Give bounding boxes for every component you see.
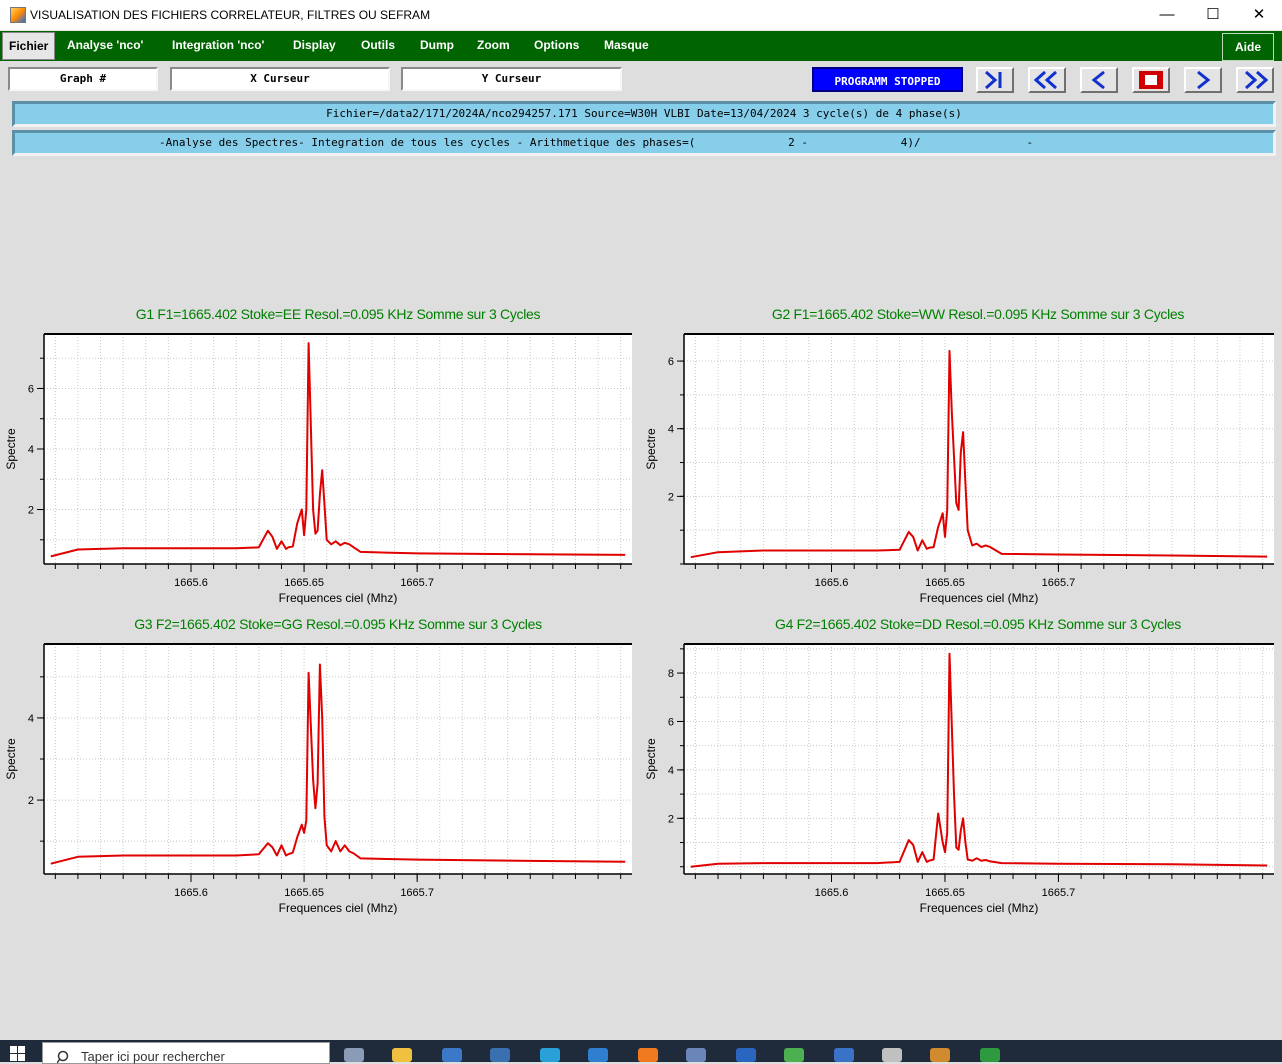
program-status-button[interactable]: PROGRAMM STOPPED <box>812 67 963 92</box>
plot-g4-title: G4 F2=1665.402 Stoke=DD Resol.=0.095 KHz… <box>774 616 1181 632</box>
x-tick-label: 1665.65 <box>925 577 965 589</box>
minimize-button[interactable]: — <box>1159 6 1175 23</box>
active-app-icon[interactable] <box>930 1048 950 1062</box>
file-info-bar: Fichier=/data2/171/2024A/nco294257.171 S… <box>12 101 1276 127</box>
fast-rewind-icon <box>1033 70 1057 90</box>
app-icon <box>10 7 26 23</box>
fast-rewind-button[interactable] <box>1028 67 1066 93</box>
close-button[interactable]: ✕ <box>1252 6 1266 23</box>
menu-bar: Fichier Analyse 'nco' Integration 'nco' … <box>0 31 1282 61</box>
x-axis-label: Frequences ciel (Mhz) <box>920 901 1039 915</box>
step-forward-button[interactable] <box>1184 67 1222 93</box>
menu-display[interactable]: Display <box>293 38 336 52</box>
y-axis-label: Spectre <box>4 738 18 780</box>
menu-masque[interactable]: Masque <box>604 38 649 52</box>
menu-fichier[interactable]: Fichier <box>2 32 56 60</box>
menu-dump[interactable]: Dump <box>420 38 454 52</box>
maximize-button[interactable]: ☐ <box>1206 6 1220 23</box>
x-axis-label: Frequences ciel (Mhz) <box>279 901 398 915</box>
store-icon[interactable] <box>588 1048 608 1062</box>
media-player-icon[interactable] <box>686 1048 706 1062</box>
spectrum-series-line <box>690 652 1268 868</box>
windows-start-icon[interactable] <box>10 1046 26 1062</box>
taskbar-search-placeholder: Taper ici pour rechercher <box>81 1049 225 1064</box>
skip-to-end-icon <box>985 70 1002 90</box>
y-tick-label: 8 <box>668 668 674 680</box>
y-axis-label: Spectre <box>644 428 658 470</box>
mail-icon[interactable] <box>442 1048 462 1062</box>
y-tick-label: 6 <box>668 356 674 368</box>
window-title: VISUALISATION DES FICHIERS CORRELATEUR, … <box>30 8 431 22</box>
y-tick-label: 6 <box>28 383 34 395</box>
green-app-icon[interactable] <box>784 1048 804 1062</box>
x-tick-label: 1665.7 <box>1042 577 1076 589</box>
spectrum-series-line <box>690 349 1268 559</box>
y-tick-label: 2 <box>668 491 674 503</box>
x-axis-label: Frequences ciel (Mhz) <box>279 591 398 605</box>
menu-aide[interactable]: Aide <box>1222 33 1274 61</box>
x-tick-label: 1665.6 <box>815 577 849 589</box>
plot-g2-title: G2 F1=1665.402 Stoke=WW Resol.=0.095 KHz… <box>771 306 1185 322</box>
x-tick-label: 1665.7 <box>1042 887 1076 899</box>
y-axis-label: Spectre <box>644 738 658 780</box>
plot-g1-title: G1 F1=1665.402 Stoke=EE Resol.=0.095 KHz… <box>135 306 541 322</box>
photos-icon[interactable] <box>834 1048 854 1062</box>
y-tick-label: 2 <box>28 795 34 807</box>
y-tick-label: 4 <box>28 444 34 456</box>
app-box-icon[interactable] <box>490 1048 510 1062</box>
y-tick-label: 4 <box>668 765 674 777</box>
y-tick-label: 2 <box>28 505 34 517</box>
menu-analyse-nco[interactable]: Analyse 'nco' <box>67 38 144 52</box>
x-tick-label: 1665.7 <box>400 577 434 589</box>
edge-browser-icon[interactable] <box>540 1048 560 1062</box>
skip-to-end-button[interactable] <box>976 67 1014 93</box>
x-cursor-field[interactable]: X Curseur <box>170 67 390 91</box>
file-explorer-icon[interactable] <box>392 1048 412 1062</box>
x-tick-label: 1665.65 <box>284 887 324 899</box>
x-tick-label: 1665.65 <box>284 577 324 589</box>
fast-forward-icon <box>1245 70 1269 90</box>
menu-options[interactable]: Options <box>534 38 580 52</box>
y-cursor-field[interactable]: Y Curseur <box>401 67 622 91</box>
y-tick-label: 4 <box>668 424 674 436</box>
y-tick-label: 6 <box>668 716 674 728</box>
menu-integration-nco[interactable]: Integration 'nco' <box>172 38 265 52</box>
step-forward-icon <box>1197 70 1211 90</box>
x-tick-label: 1665.6 <box>174 887 208 899</box>
menu-zoom[interactable]: Zoom <box>477 38 510 52</box>
task-view-icon[interactable] <box>344 1048 364 1062</box>
stop-icon <box>1139 71 1163 89</box>
graph-number-field[interactable]: Graph # <box>8 67 158 91</box>
firefox-icon[interactable] <box>638 1048 658 1062</box>
spreadsheet-icon[interactable] <box>980 1048 1000 1062</box>
menu-outils[interactable]: Outils <box>361 38 396 52</box>
x-tick-label: 1665.65 <box>925 887 965 899</box>
plot-area <box>684 644 1274 874</box>
window-titlebar: VISUALISATION DES FICHIERS CORRELATEUR, … <box>0 0 1282 31</box>
spectrum-series-line <box>50 663 626 865</box>
x-tick-label: 1665.6 <box>815 887 849 899</box>
taskbar-search-box[interactable]: Taper ici pour rechercher <box>42 1042 330 1064</box>
spectrum-series-line <box>50 342 626 558</box>
network-app-icon[interactable] <box>736 1048 756 1062</box>
y-tick-label: 4 <box>28 713 34 725</box>
step-back-icon <box>1091 70 1105 90</box>
step-back-button[interactable] <box>1080 67 1118 93</box>
x-tick-label: 1665.7 <box>400 887 434 899</box>
stop-button[interactable] <box>1132 67 1170 93</box>
clock-app-icon[interactable] <box>882 1048 902 1062</box>
y-axis-label: Spectre <box>4 428 18 470</box>
analysis-info-bar: -Analyse des Spectres- Integration de to… <box>12 130 1276 156</box>
x-tick-label: 1665.6 <box>174 577 208 589</box>
x-axis-label: Frequences ciel (Mhz) <box>920 591 1039 605</box>
fast-forward-button[interactable] <box>1236 67 1274 93</box>
plot-g3-title: G3 F2=1665.402 Stoke=GG Resol.=0.095 KHz… <box>134 616 542 632</box>
plot-area <box>684 334 1274 564</box>
y-tick-label: 2 <box>668 813 674 825</box>
